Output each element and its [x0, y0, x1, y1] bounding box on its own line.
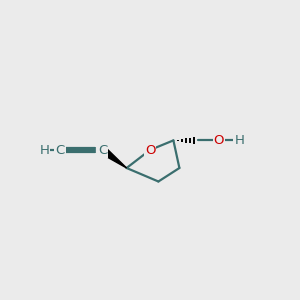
Text: O: O: [214, 134, 224, 147]
Text: H: H: [235, 134, 244, 147]
Polygon shape: [100, 147, 127, 168]
Text: C: C: [98, 143, 107, 157]
Text: C: C: [56, 143, 64, 157]
Text: H: H: [40, 143, 49, 157]
Text: O: O: [145, 143, 155, 157]
